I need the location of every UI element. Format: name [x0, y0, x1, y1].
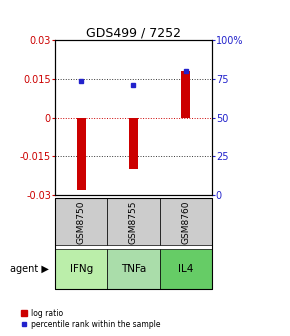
Text: IFNg: IFNg — [70, 264, 93, 274]
Bar — [77, 118, 86, 190]
Text: GSM8755: GSM8755 — [129, 200, 138, 244]
Legend: log ratio, percentile rank within the sample: log ratio, percentile rank within the sa… — [18, 306, 163, 332]
Text: TNFa: TNFa — [121, 264, 146, 274]
Bar — [181, 71, 190, 118]
Text: GSM8750: GSM8750 — [77, 200, 86, 244]
Text: agent ▶: agent ▶ — [10, 264, 49, 274]
Title: GDS499 / 7252: GDS499 / 7252 — [86, 26, 181, 39]
Text: GSM8760: GSM8760 — [181, 200, 190, 244]
Text: IL4: IL4 — [178, 264, 193, 274]
Bar — [129, 118, 138, 169]
